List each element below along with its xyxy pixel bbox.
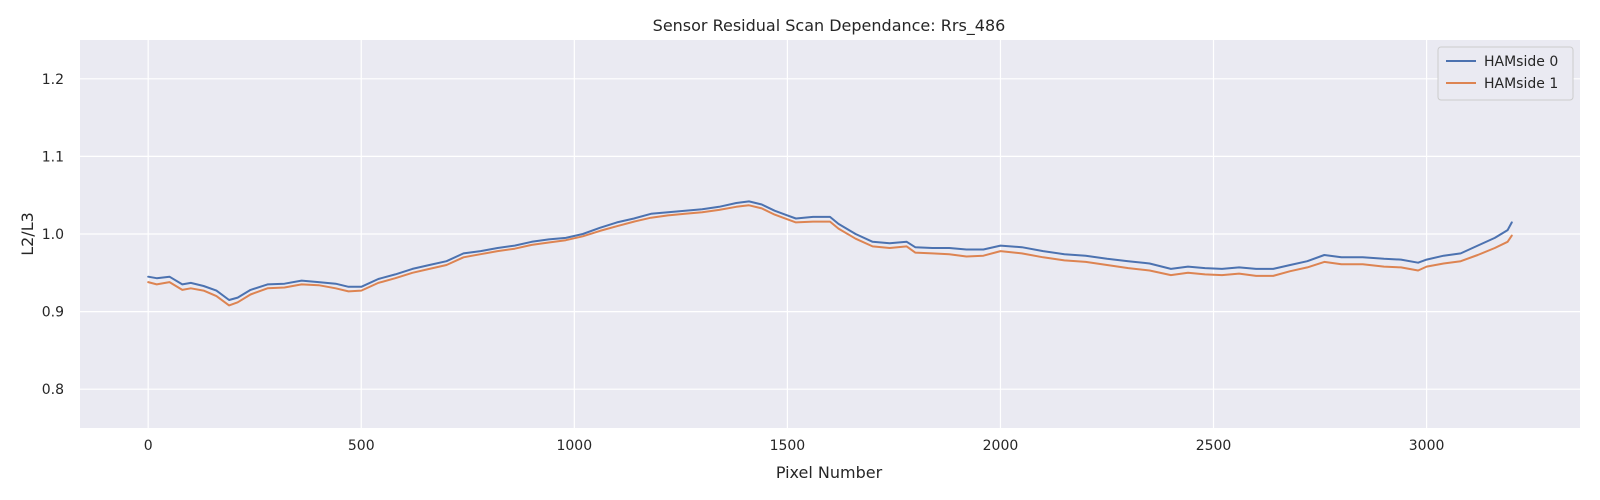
y-tick-label: 0.9 xyxy=(42,305,64,321)
x-tick-label: 500 xyxy=(348,438,375,454)
x-tick-label: 1500 xyxy=(770,438,806,454)
legend-label-hamside-0: HAMside 0 xyxy=(1484,54,1558,70)
x-axis-label: Pixel Number xyxy=(776,463,883,482)
legend-label-hamside-1: HAMside 1 xyxy=(1484,76,1558,92)
series-line-hamside-1 xyxy=(147,204,1513,307)
grid-layer xyxy=(80,40,1580,428)
x-tick-label: 2000 xyxy=(983,438,1019,454)
chart-title: Sensor Residual Scan Dependance: Rrs_486 xyxy=(653,16,1006,36)
y-axis-label: L2/L3 xyxy=(18,212,37,256)
x-tick-label: 1000 xyxy=(556,438,592,454)
y-tick-label: 1.2 xyxy=(42,72,64,88)
series-layer xyxy=(147,200,1513,307)
x-tick-label: 2500 xyxy=(1196,438,1232,454)
y-tick-label: 1.1 xyxy=(42,149,64,165)
y-tick-label: 0.8 xyxy=(42,382,64,398)
legend: HAMside 0 HAMside 1 xyxy=(1437,46,1574,101)
series-line-hamside-0 xyxy=(147,200,1513,301)
y-tick-label: 1.0 xyxy=(42,227,64,243)
tick-layer: 0 500 1000 1500 2000 2500 3000 0.8 0.9 1.0 1.1 1.2 xyxy=(42,72,1445,454)
x-tick-label: 0 xyxy=(144,438,153,454)
x-tick-label: 3000 xyxy=(1409,438,1445,454)
